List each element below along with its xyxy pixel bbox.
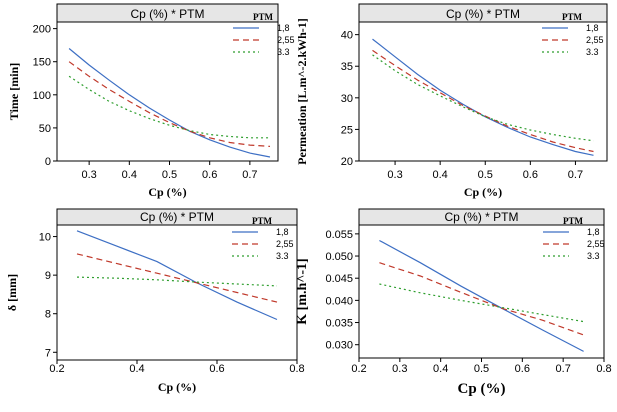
x-tick-label: 0.8 (596, 363, 611, 375)
legend-title: PTM (252, 216, 273, 226)
y-tick-label: 0 (45, 156, 51, 168)
chart-title: Cp (%) * PTM (130, 7, 204, 21)
series-line-3-3 (76, 276, 278, 287)
x-tick-label: 0.5 (474, 363, 489, 375)
y-tick-label: 0.045 (325, 273, 353, 285)
series-line-2-55 (379, 262, 584, 336)
legend-entry: 3.3 (586, 47, 599, 57)
chart-title: Cp (%) * PTM (446, 7, 520, 21)
series-line-2-55 (372, 49, 594, 153)
y-tick-label: 0.040 (325, 295, 353, 307)
y-tick-label: 0.055 (325, 229, 353, 241)
x-tick-label: 0.4 (433, 363, 448, 375)
y-tick-label: 35 (341, 61, 353, 73)
x-axis-label: Cp (%) (148, 185, 186, 199)
y-axis-label: Time [min] (7, 63, 21, 120)
x-tick-label: 0.4 (129, 363, 144, 375)
legend-entry: 1,8 (276, 227, 289, 237)
y-tick-label: 9 (45, 270, 51, 282)
series-line-1-8 (372, 38, 594, 156)
title-band (56, 3, 279, 23)
y-tick-label: 200 (33, 24, 51, 36)
y-tick-label: 150 (33, 57, 51, 69)
chart-title: Cp (%) * PTM (444, 210, 518, 224)
y-tick-label: 50 (39, 123, 51, 135)
legend-entry: 2,55 (586, 35, 604, 45)
y-axis-label: δ [mm] (5, 274, 19, 311)
x-tick-label: 0.6 (209, 363, 224, 375)
x-tick-label: 0.8 (289, 363, 304, 375)
legend-entry: 3.3 (587, 251, 600, 261)
chart-panel-1: Cp (%) * PTM 0 50 100 150 200 0.3 0.4 0.5 0.6 0.7 C… (7, 3, 295, 199)
legend-entry: 3.3 (277, 47, 290, 57)
legend-entry: 2,55 (277, 35, 295, 45)
x-tick-label: 0.5 (478, 169, 493, 181)
legend-title: PTM (562, 12, 583, 22)
legend-entry: 3.3 (276, 251, 289, 261)
legend-entry: 2,55 (276, 239, 294, 249)
y-tick-label: 10 (39, 232, 51, 244)
series-line-3-3 (68, 75, 270, 139)
x-tick-label: 0.2 (351, 363, 366, 375)
series-line-3-3 (372, 54, 594, 142)
y-tick-label: 40 (341, 30, 353, 42)
x-tick-label: 0.3 (387, 169, 402, 181)
chart-panel-4: Cp (%) * PTM 0.030 0.035 0.040 0.045 0.050 0.0… (295, 208, 612, 397)
y-tick-label: 0.050 (325, 251, 353, 263)
y-axis-label: Permeation [L.m^-2.kWh-1] (295, 18, 309, 165)
series-line-1-8 (76, 230, 278, 321)
y-tick-label: 0.035 (325, 318, 353, 330)
x-tick-label: 0.6 (202, 169, 217, 181)
series-line-1-8 (68, 48, 271, 158)
chart-title: Cp (%) * PTM (140, 210, 214, 224)
legend-entry: 1,8 (277, 23, 290, 33)
x-tick-label: 0.4 (433, 169, 448, 181)
x-axis-label: Cp (%) (158, 380, 196, 394)
plot-frame (56, 208, 298, 361)
x-tick-label: 0.2 (49, 363, 64, 375)
title-band (358, 208, 605, 226)
x-tick-label: 0.7 (242, 169, 257, 181)
legend-title: PTM (563, 216, 584, 226)
title-band (56, 208, 298, 226)
y-tick-label: 20 (341, 156, 353, 168)
plot-frame (358, 3, 608, 162)
x-tick-label: 0.7 (568, 169, 583, 181)
legend-entry: 2,55 (587, 239, 605, 249)
chart-panel-3: Cp (%) * PTM 7 8 9 10 0.2 0.4 0.6 0.8 Cp (%) δ [mm… (5, 208, 305, 394)
y-tick-label: 7 (45, 347, 51, 359)
x-tick-label: 0.6 (523, 169, 538, 181)
series-line-2-55 (76, 253, 278, 303)
plot-frame (358, 208, 605, 359)
x-tick-label: 0.5 (162, 169, 177, 181)
x-axis-label: Cp (%) (464, 185, 502, 199)
y-tick-label: 8 (45, 309, 51, 321)
legend-entry: 1,8 (587, 227, 600, 237)
x-tick-label: 0.7 (556, 363, 571, 375)
series-line-1-8 (379, 239, 584, 352)
legend-entry: 1,8 (586, 23, 599, 33)
y-tick-label: 30 (341, 93, 353, 105)
x-tick-label: 0.6 (515, 363, 530, 375)
y-axis-label: K [m.h^-1] (295, 258, 310, 324)
x-axis-label: Cp (%) (458, 381, 506, 397)
plot-frame (56, 3, 279, 162)
title-band (358, 3, 608, 23)
y-tick-label: 0.030 (325, 340, 353, 352)
y-tick-label: 25 (341, 124, 353, 136)
x-tick-label: 0.3 (81, 169, 96, 181)
legend-title: PTM (253, 12, 274, 22)
series-line-2-55 (68, 61, 271, 147)
y-tick-label: 100 (33, 90, 51, 102)
x-tick-label: 0.4 (122, 169, 137, 181)
x-tick-label: 0.3 (392, 363, 407, 375)
chart-panel-2: Cp (%) * PTM 20 25 30 35 40 0.3 0.4 0.5 0.6 0.7 Cp … (295, 3, 608, 199)
